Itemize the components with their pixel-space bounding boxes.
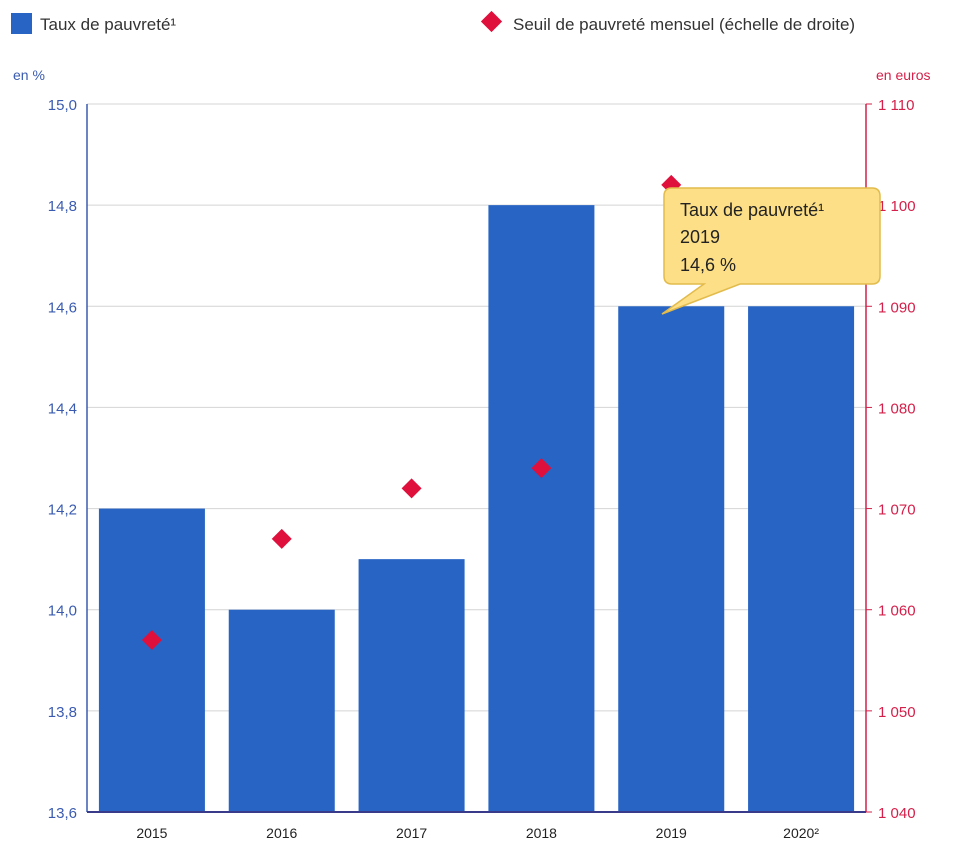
x-tick-label: 2019	[656, 825, 687, 841]
tooltip-series: Taux de pauvreté¹	[680, 200, 824, 220]
left-tick-label: 15,0	[48, 97, 77, 114]
x-tick-label: 2016	[266, 825, 297, 841]
right-tick-label: 1 040	[878, 805, 916, 822]
right-tick-label: 1 110	[878, 97, 914, 114]
legend-marker-swatch	[480, 10, 503, 33]
right-tick-label: 1 090	[878, 299, 916, 316]
left-tick-label: 13,6	[48, 805, 77, 822]
right-tick-label: 1 060	[878, 603, 916, 620]
legend-bar-label: Taux de pauvreté¹	[40, 15, 176, 34]
left-axis-unit: en %	[13, 67, 45, 83]
left-tick-label: 14,2	[48, 502, 77, 519]
x-tick-label: 2018	[526, 825, 557, 841]
right-axis-unit: en euros	[876, 67, 930, 83]
tooltip-value: 14,6 %	[680, 255, 736, 275]
marker-point	[271, 528, 292, 549]
bar	[748, 306, 855, 812]
left-tick-label: 14,6	[48, 299, 77, 316]
tooltip-category: 2019	[680, 227, 720, 247]
bar-series	[98, 205, 855, 813]
marker-point	[531, 458, 552, 479]
right-tick-label: 1 070	[878, 502, 916, 519]
x-tick-label: 2015	[136, 825, 167, 841]
right-tick-label: 1 100	[878, 198, 916, 215]
left-axis-ticks: 15,0 14,8 14,6 14,4 14,2 14,0 13,8 13,6	[48, 97, 77, 822]
left-tick-label: 14,0	[48, 603, 77, 620]
right-tick-label: 1 050	[878, 704, 916, 721]
x-tick-label: 2020²	[783, 825, 819, 841]
x-tick-label: 2017	[396, 825, 427, 841]
bar	[488, 205, 595, 813]
legend-bar-swatch	[11, 13, 32, 34]
bar	[358, 559, 465, 812]
right-tick-label: 1 080	[878, 400, 916, 417]
bar	[618, 306, 725, 812]
gridlines	[87, 103, 866, 712]
left-tick-label: 13,8	[48, 704, 77, 721]
bar	[228, 609, 335, 812]
right-axis-ticks: 1 110 1 100 1 090 1 080 1 070 1 060 1 050 1 040	[866, 97, 916, 822]
left-tick-label: 14,8	[48, 198, 77, 215]
x-axis-ticks: 2015 2016 2017 2018 2019 2020²	[136, 825, 819, 841]
marker-point	[401, 478, 422, 499]
tooltip-box	[661, 187, 881, 315]
legend: Taux de pauvreté¹ Seuil de pauvreté mens…	[11, 10, 855, 34]
bar	[98, 508, 205, 812]
legend-marker-label: Seuil de pauvreté mensuel (échelle de dr…	[513, 15, 855, 34]
tooltip: Taux de pauvreté¹ 2019 14,6 %	[661, 187, 881, 315]
marker-point	[141, 630, 162, 651]
left-tick-label: 14,4	[48, 400, 77, 417]
